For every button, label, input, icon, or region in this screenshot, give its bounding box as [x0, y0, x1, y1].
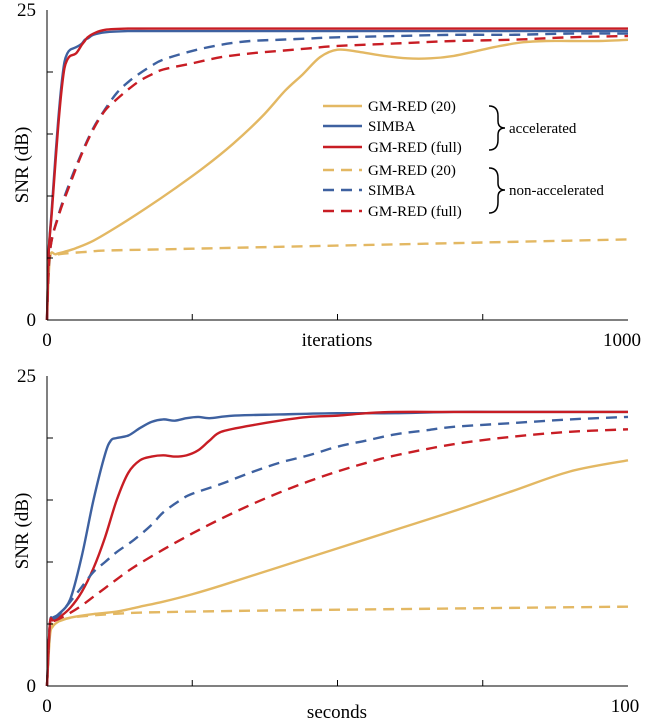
series-line-gm-red-full-dashed [45, 34, 629, 321]
brace-accelerated [488, 105, 506, 151]
axes-top [46, 10, 628, 321]
legend-group-label: non-accelerated [509, 183, 604, 199]
y-tick-label: 25 [17, 0, 36, 21]
legend-label: GM-RED (20) [368, 163, 456, 179]
x-tick-label: 0 [42, 696, 52, 717]
axes-bottom [46, 376, 628, 687]
series-line-gm-red-full-dashed [45, 428, 629, 687]
legend-label: SIMBA [368, 183, 416, 199]
x-axis-label: iterations [302, 330, 373, 351]
series-line-gm-red-20-dashed [45, 238, 629, 321]
series-line-gm-red-20-solid [45, 38, 629, 321]
legend-group-label: accelerated [509, 121, 577, 137]
legend-label: SIMBA [368, 119, 416, 135]
legend-label: GM-RED (20) [368, 99, 456, 115]
y-axis-label: SNR (dB) [12, 127, 33, 204]
series-line-gm-red-20-dashed [45, 605, 629, 687]
legend: GM-RED (20) SIMBA GM-RED (full) GM-RED (… [323, 99, 604, 220]
legend-label: GM-RED (full) [368, 204, 462, 220]
series-line-simba-solid [45, 29, 628, 321]
series-line-gm-red-full-solid [45, 27, 628, 321]
brace-non-accelerated [488, 167, 506, 214]
chart-seconds: 25 0 0 100 seconds SNR (dB) [12, 366, 639, 723]
series-line-simba-dashed [45, 415, 629, 687]
chart-iterations: 25 0 0 1000 iterations SNR (dB) GM-RED (… [12, 0, 641, 351]
ticks-bottom [47, 437, 484, 686]
y-tick-label: 25 [17, 366, 36, 387]
x-tick-label: 1000 [603, 330, 641, 351]
ticks-top [47, 71, 484, 320]
x-tick-label: 100 [611, 696, 640, 717]
y-tick-label: 0 [27, 676, 37, 697]
series-line-gm-red-20-solid [45, 459, 629, 687]
series-line-gm-red-full-solid [45, 410, 628, 687]
series-layer-top [45, 27, 629, 321]
y-axis-label: SNR (dB) [12, 493, 33, 570]
series-layer-bottom [45, 410, 629, 687]
legend-label: GM-RED (full) [368, 140, 462, 156]
x-tick-label: 0 [42, 330, 52, 351]
x-axis-label: seconds [307, 702, 367, 723]
series-line-simba-dashed [45, 32, 629, 321]
y-tick-label: 0 [27, 310, 37, 331]
